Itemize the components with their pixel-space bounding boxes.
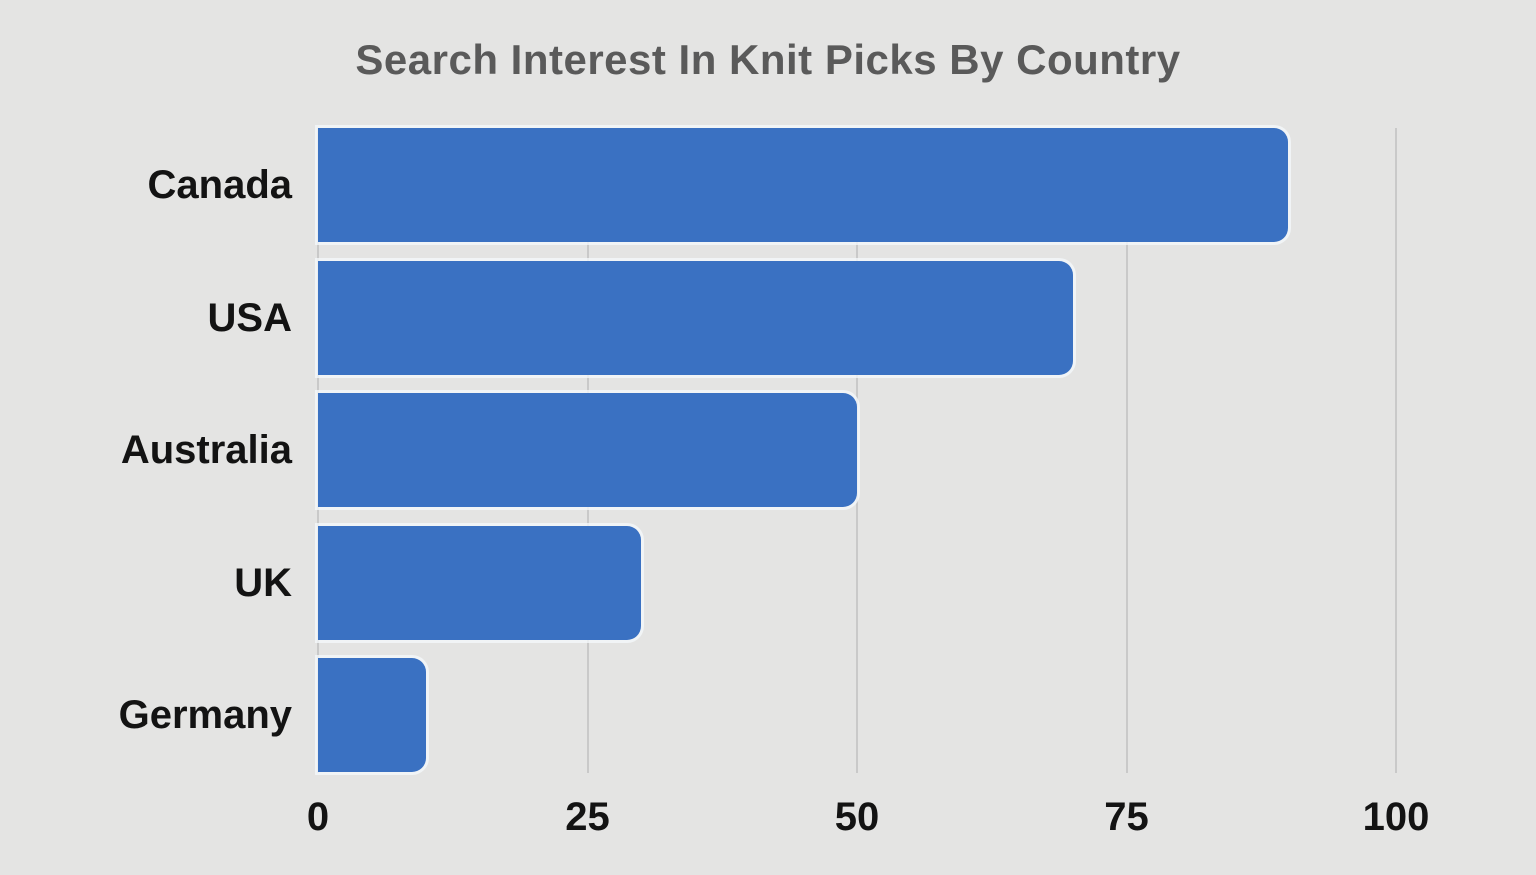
chart-title: Search Interest In Knit Picks By Country — [355, 36, 1181, 83]
category-label-uk: UK — [234, 561, 292, 605]
x-tick-label-0: 0 — [306, 795, 330, 839]
x-axis-tick-labels: 0 25 50 75 100 — [307, 773, 1430, 843]
y-axis-labels: Canada USA Australia UK Germany — [0, 128, 292, 773]
gridline-100 — [1395, 128, 1397, 773]
bar-canada — [318, 128, 1289, 242]
category-label-germany: Germany — [118, 693, 292, 737]
x-tick-label-75: 75 — [1104, 795, 1149, 839]
bar-uk — [318, 526, 642, 640]
x-tick-label-50: 50 — [834, 795, 880, 839]
bar-australia — [318, 393, 857, 507]
bar-usa — [318, 261, 1073, 375]
x-tick-label-100: 100 — [1362, 795, 1430, 839]
category-label-australia: Australia — [120, 428, 292, 472]
gridline-50 — [856, 128, 858, 773]
category-label-canada: Canada — [147, 163, 293, 207]
x-tick-label-25: 25 — [565, 795, 610, 839]
category-label-usa: USA — [207, 296, 292, 340]
bar-germany — [318, 658, 426, 772]
plot-area — [317, 128, 1397, 773]
gridline-75 — [1125, 128, 1128, 773]
